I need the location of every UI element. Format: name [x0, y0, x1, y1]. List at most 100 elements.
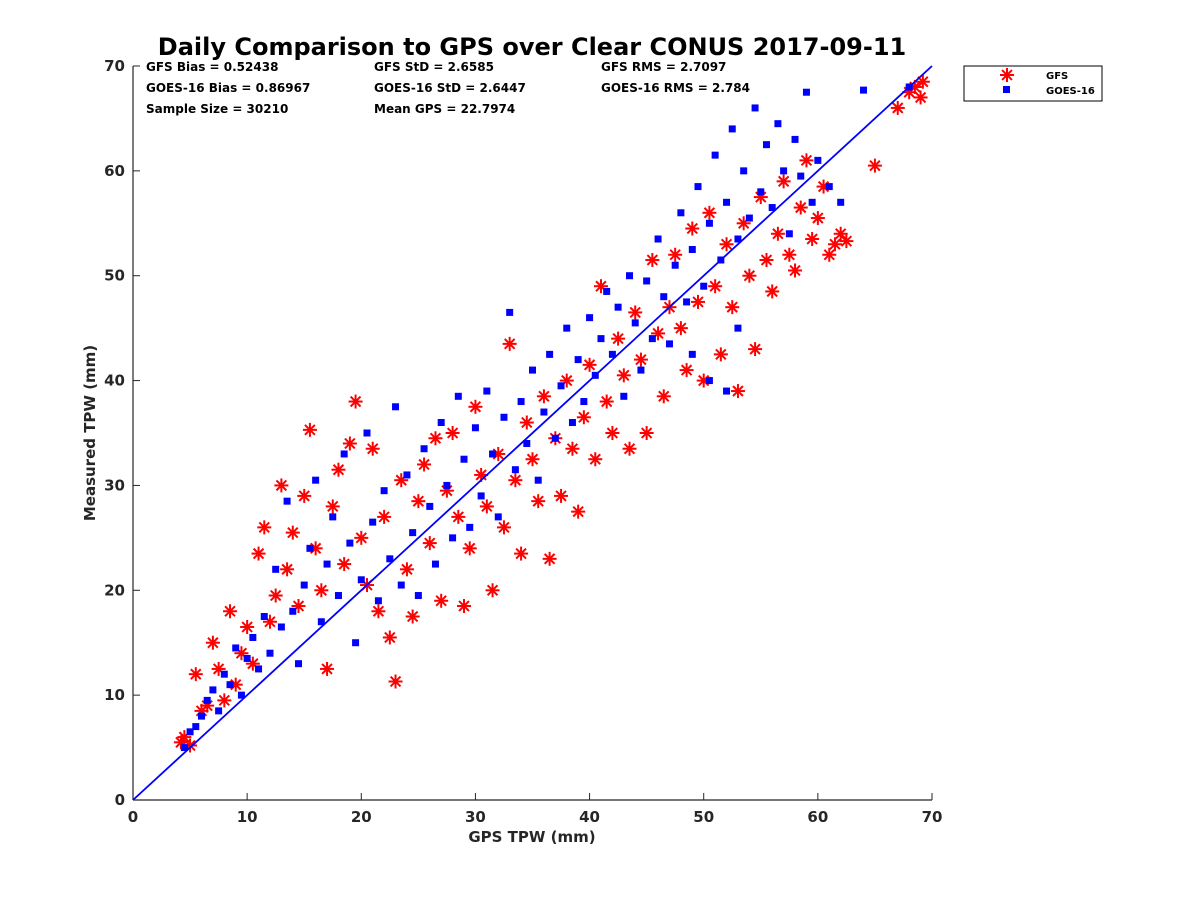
- goes-16-point: [266, 649, 274, 657]
- gfs-point: [445, 426, 460, 440]
- legend-goes-marker: [1003, 86, 1010, 93]
- goes-16-point: [580, 398, 588, 406]
- goes-16-point: [403, 471, 411, 479]
- goes-16-point: [209, 686, 217, 694]
- goes-16-point: [837, 198, 845, 206]
- legend-goes-label: GOES-16: [1046, 86, 1095, 97]
- gfs-point: [274, 478, 289, 493]
- gfs-point: [702, 205, 717, 220]
- gfs-point: [622, 441, 637, 456]
- x-tick-label: 10: [237, 808, 258, 826]
- goes-16-point: [705, 219, 713, 227]
- goes-16-point: [631, 319, 639, 327]
- gfs-point: [451, 509, 466, 524]
- legend: GFS GOES-16: [963, 65, 1103, 102]
- legend-gfs-asterisk: [1000, 68, 1014, 82]
- stat-goes-std: GOES-16 StD = 2.6447: [374, 81, 526, 95]
- x-tick-label: 30: [465, 808, 486, 826]
- goes-16-point: [277, 623, 285, 631]
- goes-16-point: [677, 209, 685, 217]
- gfs-point: [611, 331, 626, 346]
- gfs-point: [531, 494, 546, 509]
- gfs-point: [719, 237, 734, 252]
- series-goes-16: [180, 83, 913, 752]
- gfs-point: [839, 234, 854, 249]
- goes-16-point: [740, 167, 748, 175]
- gfs-point: [399, 562, 414, 577]
- gfs-point: [257, 520, 272, 535]
- goes-16-point: [186, 728, 194, 736]
- gfs-point: [708, 279, 723, 294]
- y-axis-label: Measured TPW (mm): [81, 345, 99, 521]
- gfs-point: [331, 462, 346, 477]
- gfs-point: [867, 158, 882, 173]
- y-tick-label: 30: [104, 476, 125, 494]
- goes-16-point: [409, 529, 417, 537]
- goes-16-point: [751, 104, 759, 112]
- gfs-point: [748, 342, 763, 357]
- gfs-point: [280, 562, 295, 577]
- goes-16-point: [192, 723, 200, 731]
- goes-16-point: [797, 172, 805, 180]
- goes-16-point: [586, 314, 594, 322]
- plot-area: [132, 65, 933, 801]
- goes-16-point: [249, 633, 257, 641]
- goes-16-point: [300, 581, 308, 589]
- goes-16-point: [397, 581, 405, 589]
- goes-16-point: [460, 455, 468, 463]
- goes-16-point: [437, 419, 445, 427]
- goes-16-point: [683, 298, 691, 306]
- stat-goes-bias: GOES-16 Bias = 0.86967: [146, 81, 310, 95]
- y-tick-label: 10: [104, 686, 125, 704]
- goes-16-point: [540, 408, 548, 416]
- goes-16-point: [483, 387, 491, 395]
- goes-16-point: [620, 392, 628, 400]
- gfs-point: [325, 499, 340, 514]
- gfs-point: [205, 635, 220, 650]
- gfs-point: [730, 384, 745, 399]
- y-tick-label: 50: [104, 267, 125, 285]
- x-tick-label: 0: [128, 808, 138, 826]
- goes-16-point: [494, 513, 502, 521]
- goes-16-point: [802, 88, 810, 96]
- gfs-point: [822, 247, 837, 262]
- goes-16-point: [551, 434, 559, 442]
- goes-16-point: [860, 86, 868, 94]
- stat-sample-size: Sample Size = 30210: [146, 102, 288, 116]
- gfs-point: [833, 226, 848, 241]
- goes-16-point: [825, 183, 833, 191]
- goes-16-point: [511, 466, 519, 474]
- x-axis-label: GPS TPW (mm): [468, 828, 595, 846]
- gfs-point: [434, 593, 449, 608]
- goes-16-point: [197, 712, 205, 720]
- goes-16-point: [814, 156, 822, 164]
- goes-16-point: [226, 681, 234, 689]
- goes-16-point: [597, 335, 605, 343]
- goes-16-point: [220, 670, 228, 678]
- goes-16-point: [608, 350, 616, 358]
- stats-block: GFS Bias = 0.52438 GFS StD = 2.6585 GFS …: [146, 60, 750, 116]
- gfs-point: [428, 431, 443, 446]
- goes-16-point: [369, 518, 377, 526]
- goes-16-point: [643, 277, 651, 285]
- goes-16-point: [711, 151, 719, 159]
- goes-16-point: [557, 382, 565, 390]
- goes-16-point: [232, 644, 240, 652]
- gfs-point: [890, 100, 905, 115]
- y-tick-label: 60: [104, 162, 125, 180]
- stat-gfs-std: GFS StD = 2.6585: [374, 60, 494, 74]
- gfs-point: [770, 226, 785, 241]
- gfs-point: [519, 415, 534, 430]
- y-axis-ticks: 0 10 20 30 40 50 60 70: [104, 57, 140, 809]
- gfs-point: [668, 247, 683, 262]
- gfs-point: [645, 252, 660, 267]
- gfs-point: [691, 294, 706, 309]
- gfs-point: [656, 389, 671, 404]
- goes-16-point: [517, 398, 525, 406]
- gfs-point: [468, 399, 483, 414]
- goes-16-point: [323, 560, 331, 568]
- gfs-point: [496, 520, 511, 535]
- x-tick-label: 50: [693, 808, 714, 826]
- goes-16-point: [449, 534, 457, 542]
- goes-16-point: [352, 639, 360, 647]
